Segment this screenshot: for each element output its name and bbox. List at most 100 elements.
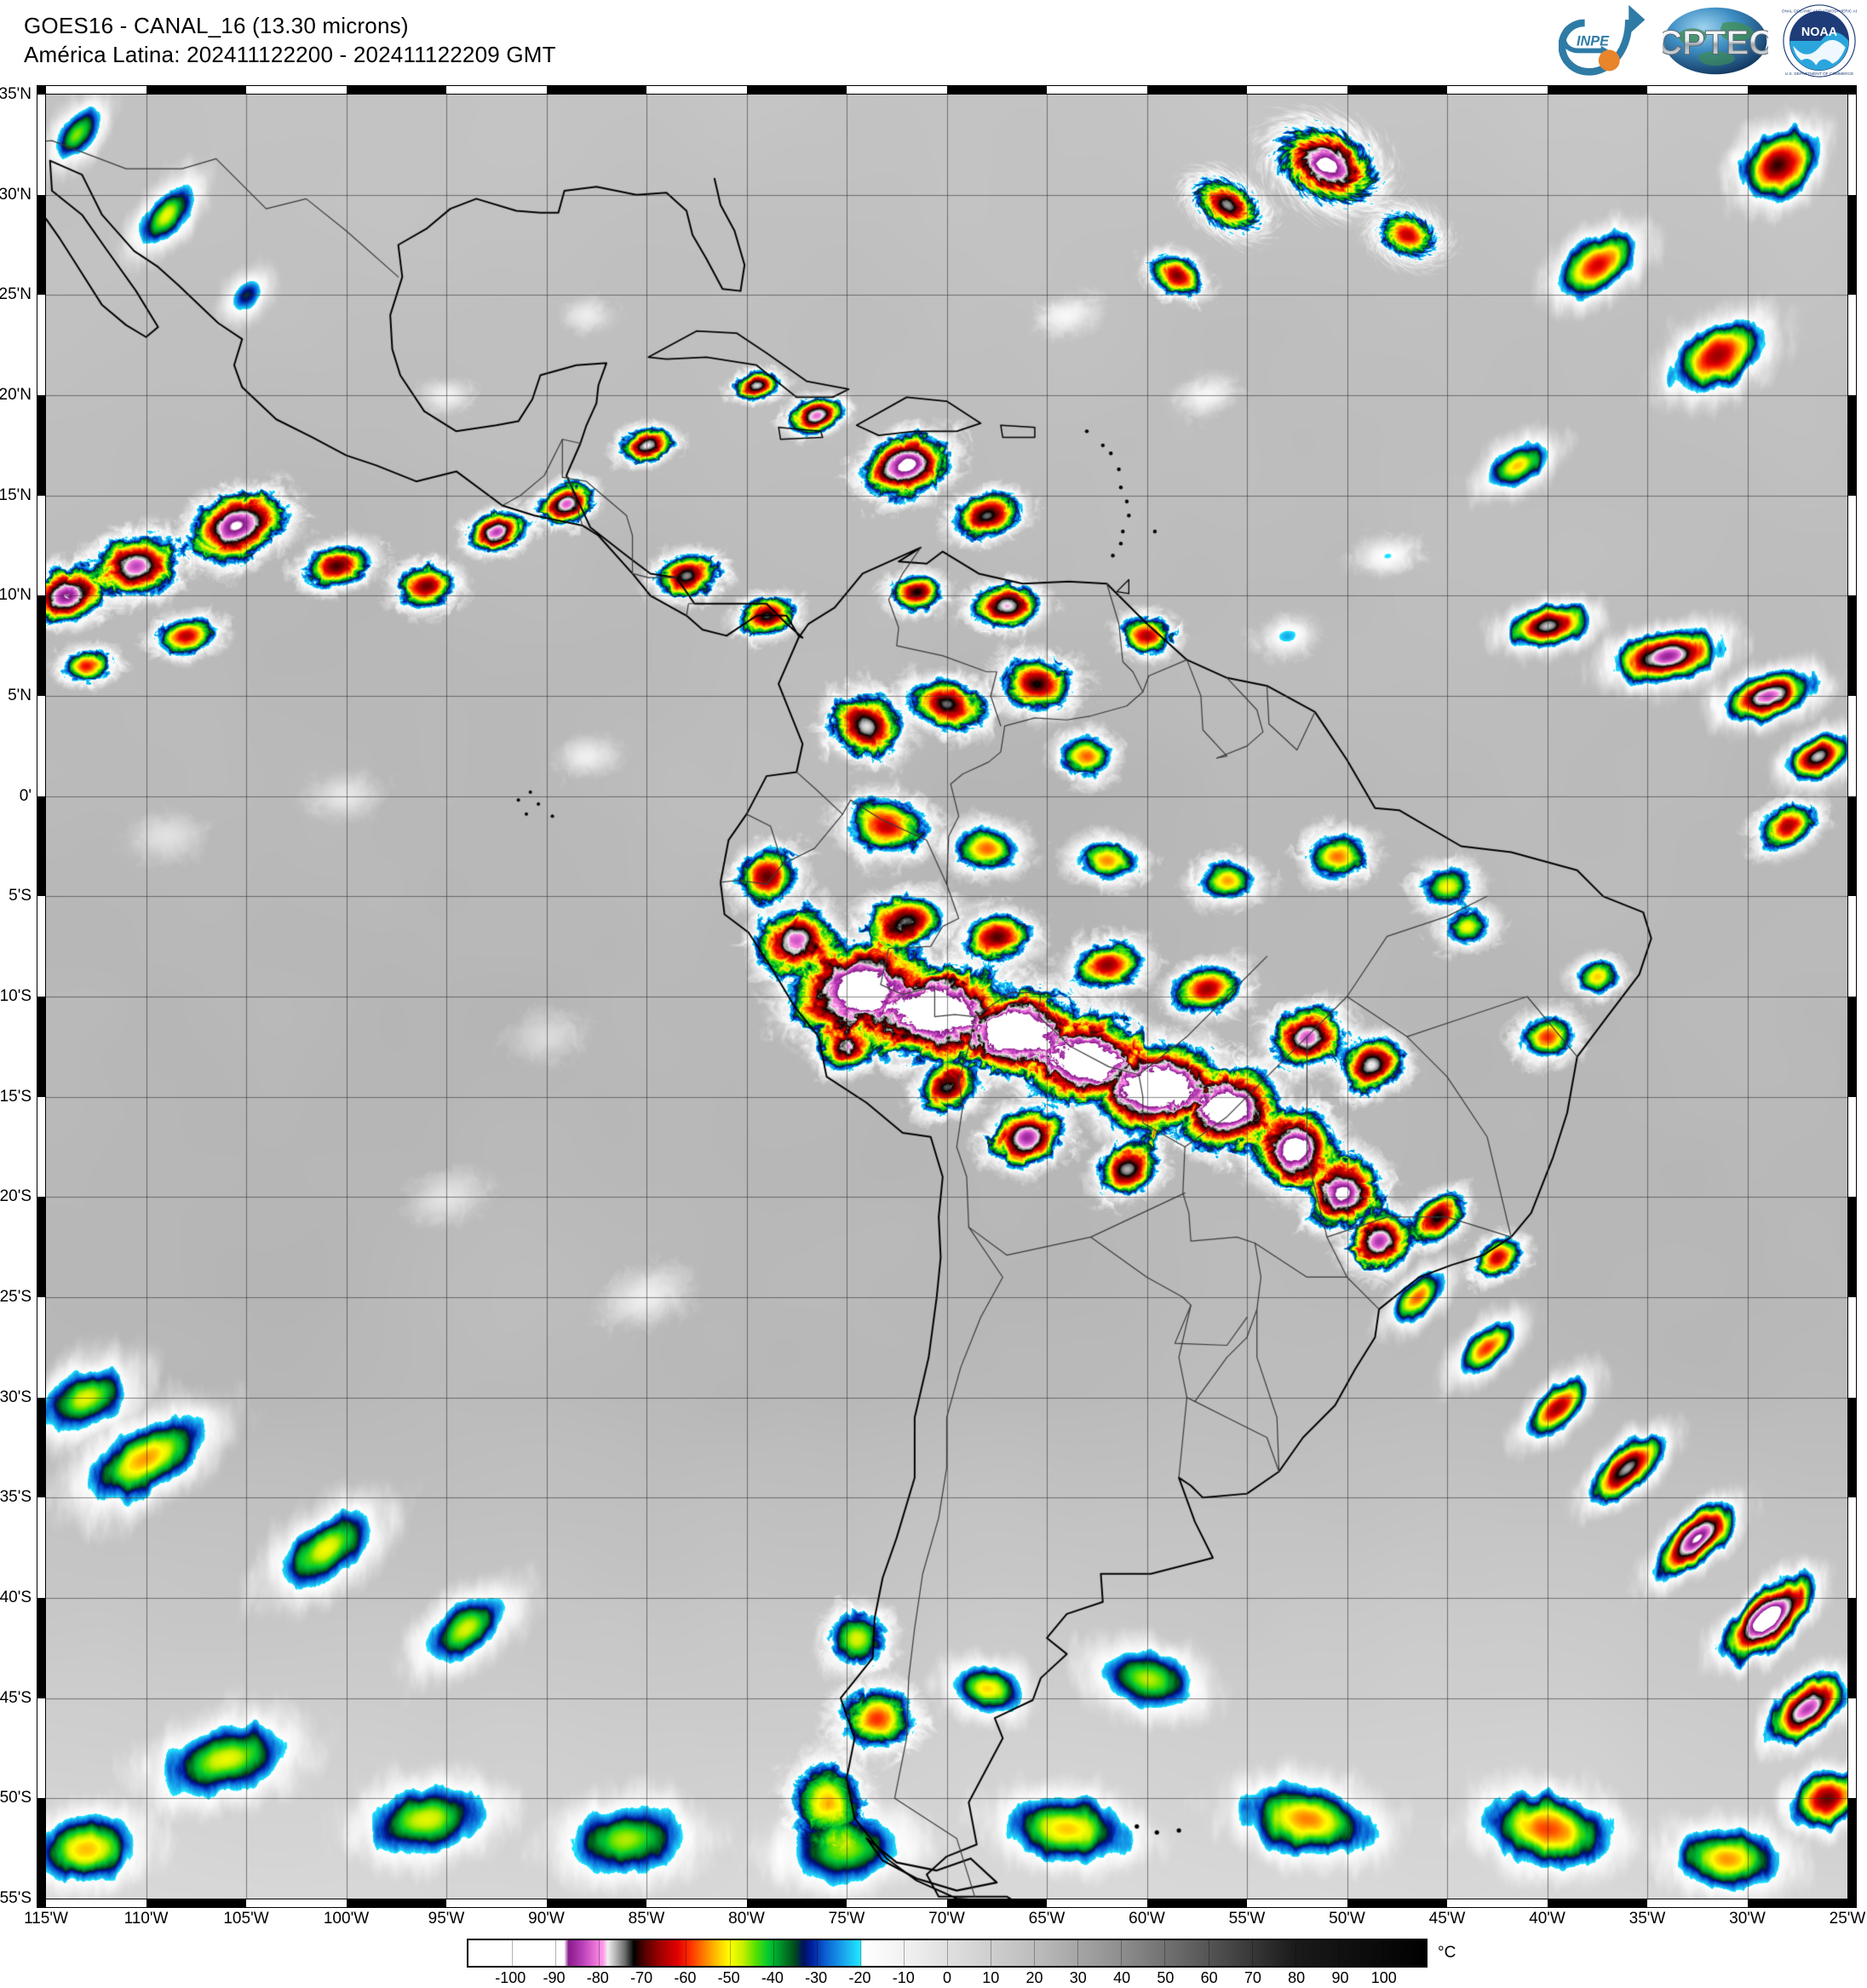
- lon-tick-label: 80'W: [728, 1910, 765, 1928]
- frame-tick-bottom: [646, 1899, 747, 1907]
- lat-tick-label: 50'S: [0, 1789, 32, 1807]
- lon-tick-label: 65'W: [1028, 1910, 1066, 1928]
- lat-tick-label: 25'S: [0, 1288, 32, 1306]
- frame-tick-right: [1848, 1096, 1856, 1198]
- lon-tick-label: 70'W: [928, 1910, 965, 1928]
- lat-tick-label: 15'N: [0, 486, 32, 504]
- colorbar-tick-label: 70: [1244, 1969, 1261, 1986]
- frame-tick-top: [1447, 86, 1548, 94]
- latitude-axis: 35'N 30'N 25'N 20'N 15'N 10'N 5'N 0' 5'S 10'S 15'S…: [0, 85, 35, 1908]
- frame-edge-top: [37, 85, 1857, 95]
- lon-tick-label: 45'W: [1428, 1910, 1466, 1928]
- lon-tick-label: 25'W: [1829, 1910, 1866, 1928]
- colorbar-tick: [816, 1940, 818, 1966]
- colorbar-tick: [903, 1940, 905, 1966]
- lon-tick-label: 50'W: [1329, 1910, 1365, 1928]
- lon-tick-label: 115'W: [24, 1910, 68, 1928]
- frame-tick-left: [37, 1096, 45, 1198]
- frame-edge-left: [37, 85, 46, 1908]
- colorbar-tick: [729, 1940, 731, 1966]
- frame-tick-right: [1848, 1297, 1856, 1398]
- frame-tick-top: [847, 86, 947, 94]
- lat-tick-label: 0': [19, 786, 32, 805]
- inpe-logo: INPE: [1559, 4, 1646, 76]
- frame-tick-top: [1047, 86, 1147, 94]
- frame-tick-bottom: [1647, 1899, 1748, 1907]
- svg-text:CPTEC: CPTEC: [1663, 23, 1768, 61]
- colorbar-tick: [1121, 1940, 1123, 1966]
- colorbar-tick-label: 40: [1113, 1969, 1131, 1986]
- lat-tick-label: 5'N: [8, 687, 32, 704]
- lat-tick-label: 55'S: [0, 1889, 32, 1907]
- colorbar-tick: [599, 1940, 600, 1966]
- lat-tick-label: 15'S: [0, 1087, 32, 1106]
- frame-tick-top: [46, 86, 146, 94]
- colorbar-tick: [1164, 1940, 1166, 1966]
- colorbar-tick-label: -90: [543, 1969, 566, 1986]
- title-block: GOES16 - CANAL_16 (13.30 microns) Améric…: [24, 12, 556, 70]
- satellite-map[interactable]: [37, 85, 1857, 1908]
- svg-text:NATIONAL OCEANIC AND ATMOSPHER: NATIONAL OCEANIC AND ATMOSPHERIC ADMIN: [1782, 9, 1857, 14]
- lon-tick-label: 85'W: [628, 1910, 665, 1928]
- product-subtitle: América Latina: 202411122200 - 202411122…: [24, 41, 556, 67]
- colorbar-tick-label: 90: [1331, 1969, 1349, 1986]
- lon-tick-label: 90'W: [528, 1910, 565, 1928]
- colorbar-tick-label: 30: [1069, 1969, 1087, 1986]
- frame-tick-bottom: [1447, 1899, 1548, 1907]
- frame-tick-left: [37, 295, 45, 395]
- frame-tick-right: [1848, 295, 1856, 395]
- frame-tick-bottom: [1047, 1899, 1147, 1907]
- frame-tick-right: [1848, 1497, 1856, 1598]
- frame-tick-left: [37, 95, 45, 195]
- frame-tick-top: [1647, 86, 1748, 94]
- colorbar-tick: [1251, 1940, 1253, 1966]
- header: GOES16 - CANAL_16 (13.30 microns) Améric…: [0, 0, 1867, 85]
- colorbar-tick-label: -30: [805, 1969, 828, 1986]
- frame-tick-bottom: [1247, 1899, 1347, 1907]
- colorbar-tick: [773, 1940, 774, 1966]
- colorbar-tick-label: 60: [1200, 1969, 1218, 1986]
- lat-tick-label: 45'S: [0, 1688, 32, 1707]
- colorbar-tick-label: -10: [892, 1969, 915, 1986]
- lon-tick-label: 40'W: [1529, 1910, 1565, 1928]
- colorbar-tick-label: -40: [761, 1969, 784, 1986]
- lon-tick-label: 55'W: [1228, 1910, 1266, 1928]
- frame-tick-left: [37, 696, 45, 796]
- svg-text:INPE: INPE: [1577, 34, 1610, 49]
- colorbar-tick-label: -50: [717, 1969, 740, 1986]
- agency-logos: INPE CPTEC: [1559, 2, 1857, 80]
- lon-tick-label: 30'W: [1729, 1910, 1766, 1928]
- lat-tick-label: 30'N: [0, 185, 32, 204]
- frame-tick-bottom: [847, 1899, 947, 1907]
- product-title: GOES16 - CANAL_16 (13.30 microns): [24, 13, 409, 38]
- lon-tick-label: 110'W: [124, 1910, 169, 1928]
- frame-tick-right: [1848, 896, 1856, 997]
- colorbar-tick: [1077, 1940, 1079, 1966]
- frame-tick-top: [646, 86, 747, 94]
- satellite-image-canvas[interactable]: [46, 95, 1847, 1899]
- colorbar-tick: [1295, 1940, 1296, 1966]
- colorbar-tick: [512, 1940, 514, 1966]
- frame-tick-right: [1848, 495, 1856, 596]
- colorbar-tick: [555, 1940, 557, 1966]
- colorbar-tick: [947, 1940, 948, 1966]
- lon-tick-label: 100'W: [323, 1910, 370, 1928]
- frame-tick-left: [37, 1698, 45, 1799]
- colorbar-tick: [859, 1940, 861, 1966]
- frame-tick-left: [37, 495, 45, 596]
- cptec-logo: CPTEC: [1663, 7, 1768, 75]
- frame-tick-top: [1247, 86, 1347, 94]
- frame-tick-left: [37, 1297, 45, 1398]
- frame-tick-top: [246, 86, 347, 94]
- colorbar-tick-label: 10: [982, 1969, 1000, 1986]
- frame-tick-right: [1848, 95, 1856, 195]
- frame-tick-bottom: [446, 1899, 547, 1907]
- lon-tick-label: 95'W: [428, 1910, 465, 1928]
- lat-tick-label: 35'N: [0, 85, 32, 103]
- colorbar-tick-label: -100: [495, 1969, 526, 1986]
- frame-tick-bottom: [46, 1899, 146, 1907]
- colorbar-tick: [1338, 1940, 1340, 1966]
- lat-tick-label: 40'S: [0, 1589, 32, 1606]
- lon-tick-label: 105'W: [223, 1910, 269, 1928]
- colorbar: °C -100 -90 -80 -70 -60 -50 -40 -30 -20 -10 0 10 20 3…: [0, 1939, 1867, 1986]
